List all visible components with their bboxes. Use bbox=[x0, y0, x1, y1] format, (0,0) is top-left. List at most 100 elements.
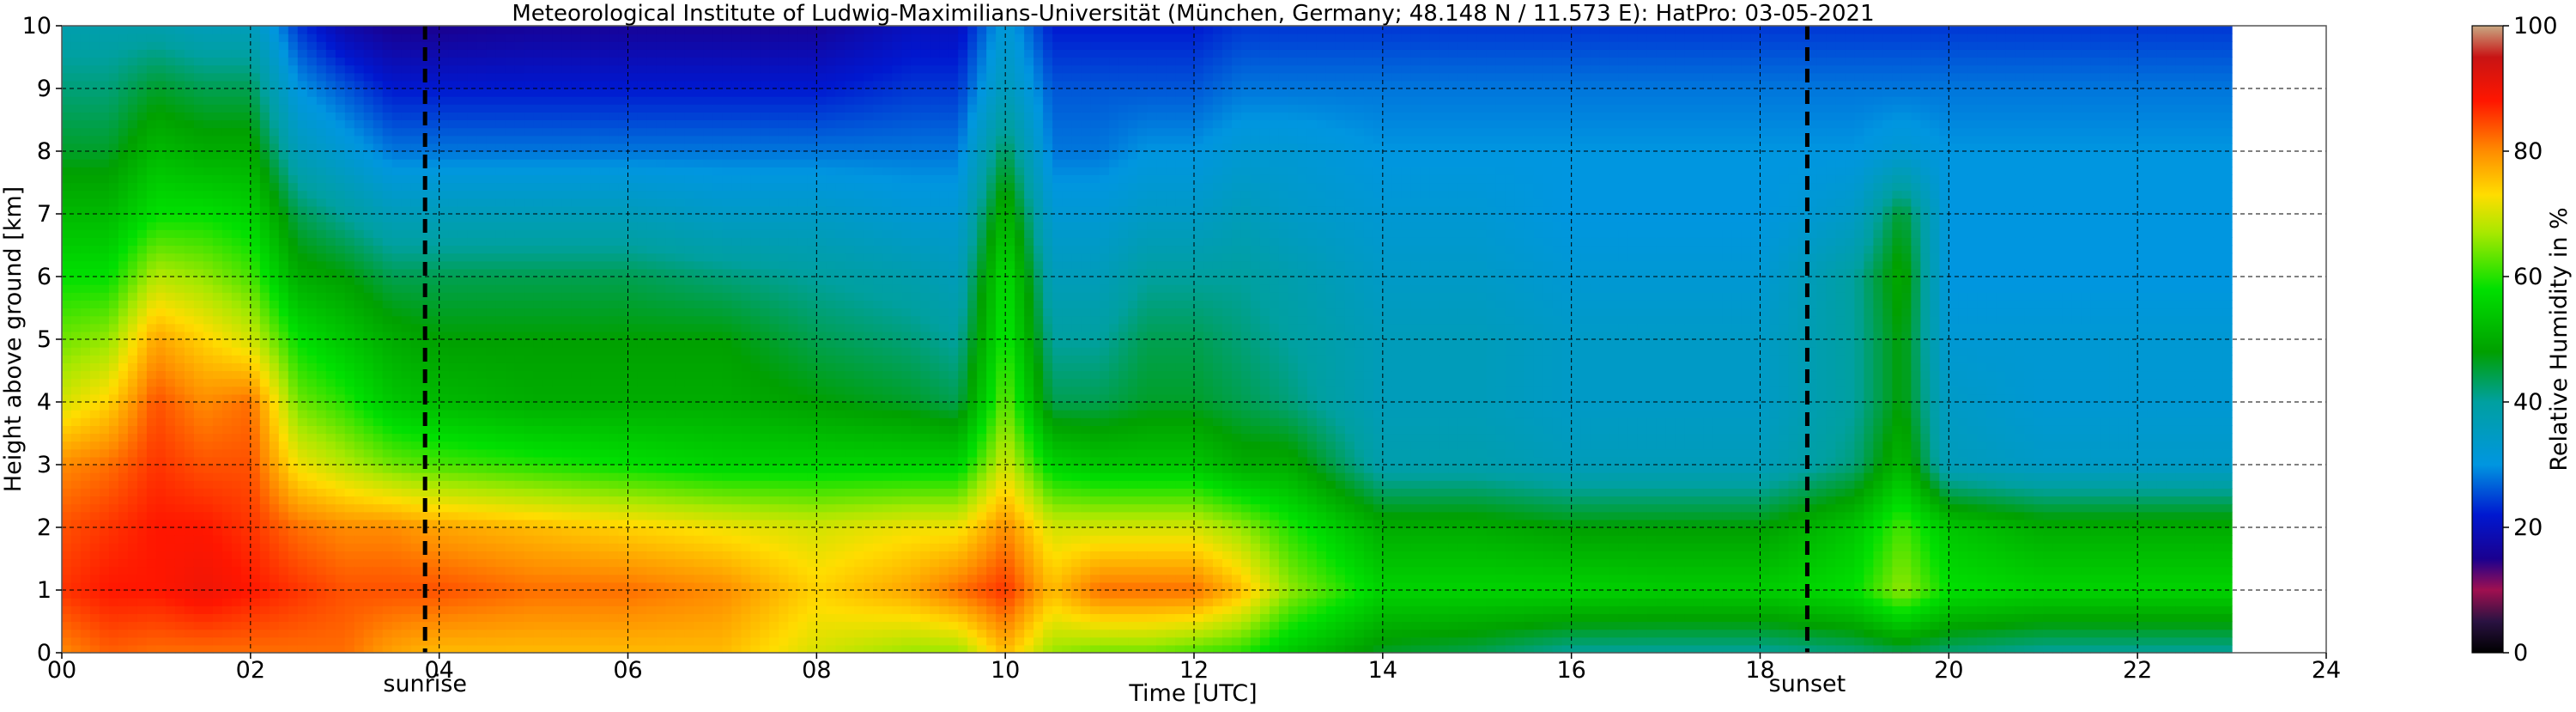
heatmap-cell bbox=[80, 496, 91, 505]
heatmap-cell bbox=[193, 205, 204, 215]
heatmap-cell bbox=[231, 496, 242, 505]
heatmap-cell bbox=[155, 543, 167, 551]
heatmap-cell bbox=[89, 465, 100, 473]
heatmap-cell bbox=[231, 331, 242, 340]
heatmap-cell bbox=[250, 480, 261, 489]
heatmap-cell bbox=[382, 598, 393, 606]
heatmap-cell bbox=[476, 331, 488, 340]
heatmap-cell bbox=[542, 410, 554, 418]
heatmap-cell bbox=[590, 104, 601, 113]
heatmap-cell bbox=[203, 151, 214, 160]
heatmap-cell bbox=[429, 229, 440, 238]
heatmap-cell bbox=[62, 80, 72, 89]
heatmap-cell bbox=[637, 64, 648, 74]
heatmap-cell bbox=[155, 167, 167, 175]
heatmap-cell bbox=[580, 88, 591, 97]
heatmap-cell bbox=[184, 143, 195, 152]
heatmap-cell bbox=[524, 190, 535, 199]
heatmap-cell bbox=[89, 355, 100, 363]
heatmap-cell bbox=[476, 260, 488, 270]
heatmap-cell bbox=[580, 613, 591, 623]
heatmap-cell bbox=[495, 488, 506, 497]
heatmap-cell bbox=[316, 135, 327, 144]
heatmap-cell bbox=[533, 558, 544, 568]
heatmap-cell bbox=[391, 127, 403, 137]
heatmap-cell bbox=[212, 182, 223, 192]
heatmap-cell bbox=[136, 566, 148, 575]
heatmap-cell bbox=[580, 347, 591, 356]
heatmap-cell bbox=[136, 159, 148, 167]
heatmap-cell bbox=[269, 613, 280, 623]
heatmap-cell bbox=[89, 402, 100, 411]
heatmap-cell bbox=[80, 135, 91, 144]
heatmap-cell bbox=[155, 456, 167, 466]
heatmap-cell bbox=[420, 315, 431, 325]
heatmap-cell bbox=[108, 425, 119, 435]
heatmap-cell bbox=[221, 347, 233, 356]
heatmap-cell bbox=[609, 433, 620, 442]
heatmap-cell bbox=[561, 96, 573, 105]
heatmap-cell bbox=[354, 237, 365, 246]
heatmap-cell bbox=[155, 606, 167, 614]
heatmap-cell bbox=[476, 402, 488, 411]
heatmap-cell bbox=[448, 417, 459, 426]
heatmap-cell bbox=[561, 386, 573, 395]
heatmap-cell bbox=[439, 284, 450, 293]
heatmap-cell bbox=[580, 323, 591, 332]
heatmap-cell bbox=[391, 268, 403, 277]
heatmap-cell bbox=[590, 393, 601, 403]
heatmap-cell bbox=[306, 410, 318, 418]
heatmap-cell bbox=[391, 237, 403, 246]
heatmap-cell bbox=[231, 448, 242, 458]
heatmap-cell bbox=[155, 174, 167, 184]
heatmap-cell bbox=[486, 300, 497, 309]
heatmap-cell bbox=[627, 151, 639, 160]
heatmap-cell bbox=[136, 417, 148, 426]
heatmap-cell bbox=[354, 64, 365, 74]
heatmap-cell bbox=[458, 143, 469, 152]
heatmap-cell bbox=[637, 465, 648, 473]
heatmap-cell bbox=[410, 511, 421, 520]
heatmap-cell bbox=[165, 472, 176, 481]
heatmap-cell bbox=[212, 621, 223, 630]
heatmap-cell bbox=[288, 362, 299, 372]
heatmap-cell bbox=[458, 331, 469, 340]
heatmap-cell bbox=[108, 307, 119, 317]
heatmap-cell bbox=[552, 167, 563, 175]
heatmap-cell bbox=[212, 307, 223, 317]
heatmap-cell bbox=[373, 284, 384, 293]
heatmap-cell bbox=[146, 198, 157, 207]
heatmap-cell bbox=[99, 96, 110, 105]
heatmap-cell bbox=[269, 135, 280, 144]
heatmap-cell bbox=[203, 378, 214, 387]
heatmap-cell bbox=[439, 72, 450, 82]
heatmap-cell bbox=[203, 543, 214, 551]
heatmap-cell bbox=[561, 104, 573, 113]
heatmap-cell bbox=[354, 182, 365, 192]
heatmap-cell bbox=[373, 135, 384, 144]
heatmap-cell bbox=[467, 315, 478, 325]
heatmap-cell bbox=[609, 621, 620, 630]
heatmap-cell bbox=[561, 441, 573, 450]
heatmap-cell bbox=[250, 551, 261, 560]
heatmap-cell bbox=[505, 222, 516, 230]
heatmap-cell bbox=[533, 268, 544, 277]
heatmap-cell bbox=[373, 292, 384, 301]
heatmap-cell bbox=[391, 49, 403, 58]
heatmap-cell bbox=[552, 88, 563, 97]
heatmap-cell bbox=[618, 355, 629, 363]
heatmap-cell bbox=[552, 488, 563, 497]
heatmap-cell bbox=[70, 127, 82, 137]
heatmap-cell bbox=[70, 260, 82, 270]
heatmap-cell bbox=[618, 277, 629, 285]
heatmap-cell bbox=[495, 88, 506, 97]
heatmap-cell bbox=[184, 590, 195, 599]
heatmap-cell bbox=[193, 496, 204, 505]
heatmap-cell bbox=[278, 151, 289, 160]
heatmap-cell bbox=[410, 49, 421, 58]
heatmap-cell bbox=[80, 260, 91, 270]
heatmap-cell bbox=[221, 41, 233, 50]
heatmap-cell bbox=[221, 135, 233, 144]
heatmap-cell bbox=[448, 72, 459, 82]
heatmap-cell bbox=[552, 190, 563, 199]
